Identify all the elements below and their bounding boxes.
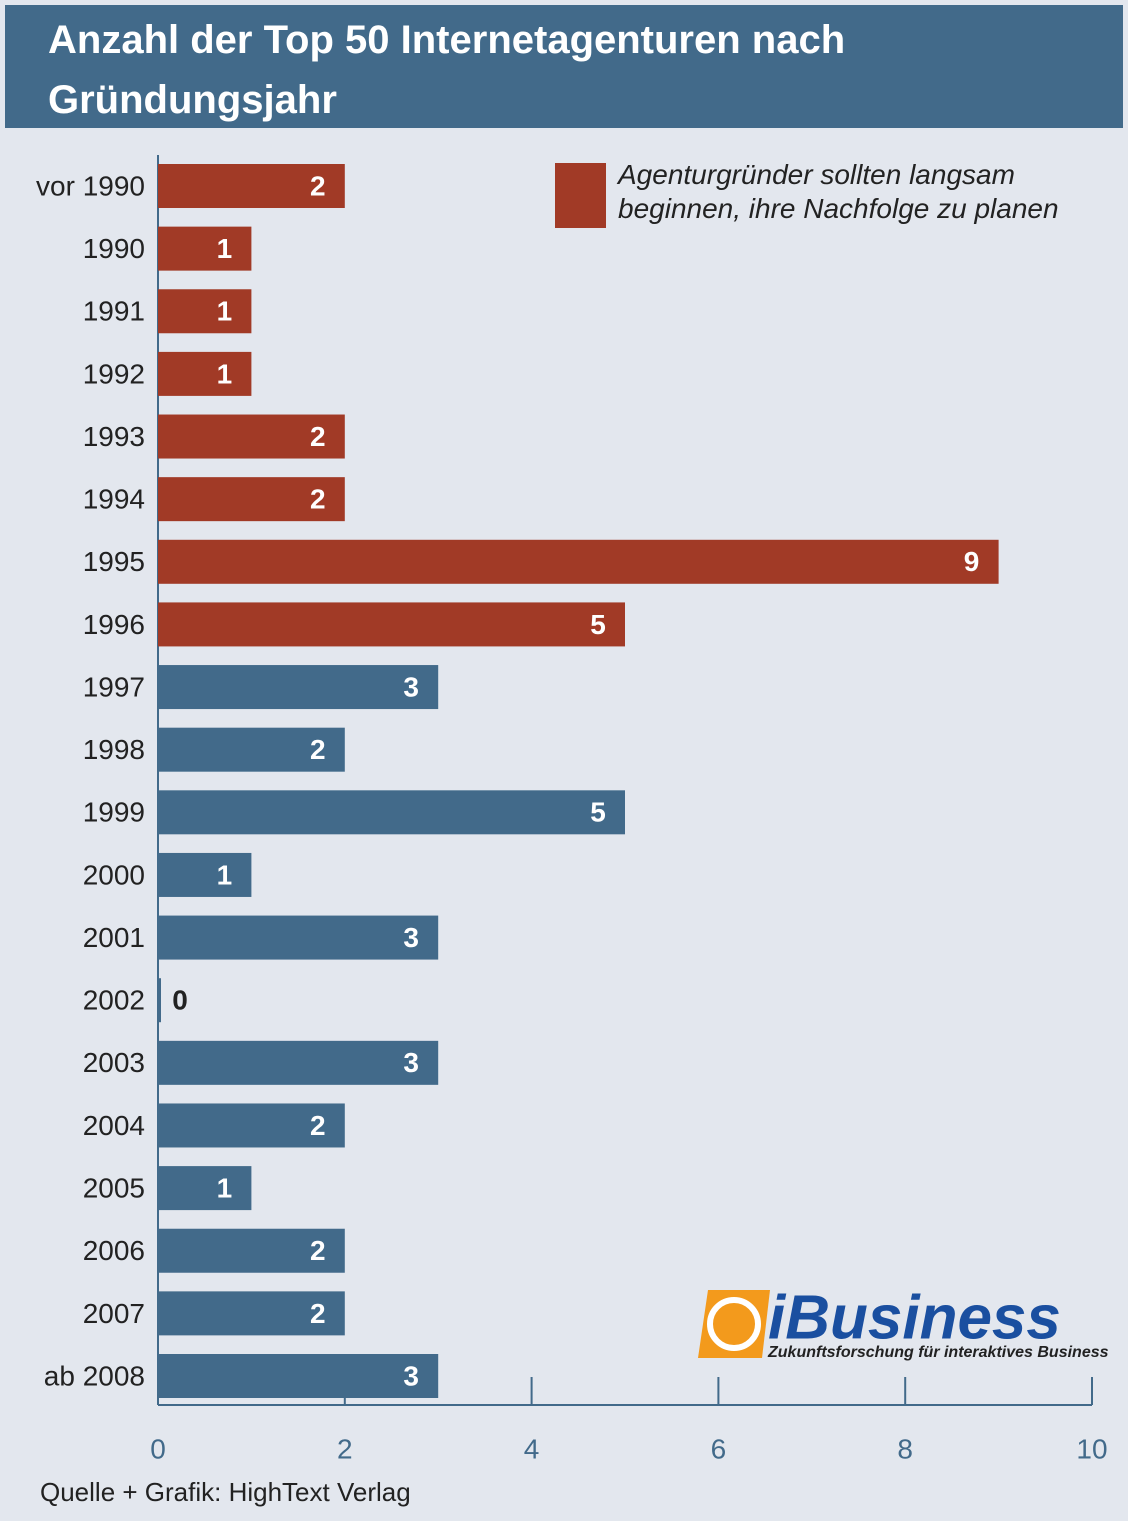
y-tick-label: 1991 (83, 296, 145, 327)
y-tick-label: 2005 (83, 1172, 145, 1203)
legend-label: Agenturgründer sollten langsam beginnen,… (618, 159, 1059, 224)
bar (158, 1354, 439, 1398)
x-tick-label: 2 (337, 1433, 353, 1464)
y-tick-label: 1992 (83, 358, 145, 389)
y-tick-label: 2000 (83, 859, 145, 890)
y-tick-label: 2002 (83, 985, 145, 1016)
bar (158, 1228, 345, 1273)
bar (158, 477, 345, 522)
bar (158, 602, 625, 647)
value-label: 3 (403, 671, 419, 702)
y-tick-label: 1996 (83, 609, 145, 640)
x-tick-label: 4 (524, 1433, 540, 1464)
legend-swatch (555, 163, 606, 228)
bar (158, 164, 345, 208)
value-label: 2 (310, 170, 326, 201)
logo-tagline: Zukunftsforschung für interaktives Busin… (767, 1344, 1109, 1361)
y-tick-label: 2007 (83, 1298, 145, 1329)
value-label: 3 (403, 1047, 419, 1078)
value-label: 3 (403, 922, 419, 953)
value-label: 0 (172, 985, 188, 1016)
bar (158, 790, 625, 835)
value-label: 2 (310, 1298, 326, 1329)
value-label: 5 (590, 797, 606, 828)
value-label: 2 (310, 734, 326, 765)
bar (158, 1291, 345, 1336)
source: Quelle + Grafik: HighText Verlag (40, 1477, 411, 1507)
y-tick-label: vor 1990 (36, 170, 145, 201)
bar (158, 978, 161, 1023)
value-label: 1 (217, 296, 233, 327)
bar (158, 289, 252, 334)
chart-title: Anzahl der Top 50 Internetagenturen nach… (48, 18, 846, 122)
value-label: 1 (217, 859, 233, 890)
logo: iBusiness Zukunftsforschung für interakt… (698, 1283, 1109, 1361)
y-tick-label: 2003 (83, 1047, 145, 1078)
y-tick-label: 2001 (83, 922, 145, 953)
bar (158, 539, 999, 584)
y-tick-label: 1995 (83, 546, 145, 577)
x-tick-label: 8 (897, 1433, 913, 1464)
y-tick-label: 1994 (83, 484, 145, 515)
value-label: 2 (310, 1235, 326, 1266)
value-label: 3 (403, 1360, 419, 1391)
bar (158, 226, 252, 271)
x-tick-label: 6 (711, 1433, 727, 1464)
value-label: 9 (964, 546, 980, 577)
header-band (5, 5, 1123, 128)
bar (158, 1040, 439, 1085)
y-tick-label: ab 2008 (44, 1360, 145, 1391)
value-label: 1 (217, 233, 233, 264)
value-label: 1 (217, 1172, 233, 1203)
y-tick-label: 1999 (83, 797, 145, 828)
bar (158, 727, 345, 772)
bar (158, 665, 439, 710)
y-tick-label: 2006 (83, 1235, 145, 1266)
value-label: 2 (310, 421, 326, 452)
x-tick-label: 10 (1076, 1433, 1107, 1464)
y-tick-label: 1990 (83, 233, 145, 264)
y-tick-label: 1997 (83, 671, 145, 702)
logo-name: iBusiness (768, 1283, 1061, 1352)
bar (158, 852, 252, 897)
bar (158, 1166, 252, 1211)
y-tick-label: 2004 (83, 1110, 145, 1141)
value-label: 1 (217, 358, 233, 389)
y-tick-label: 1998 (83, 734, 145, 765)
bar (158, 414, 345, 459)
bar (158, 915, 439, 960)
value-label: 2 (310, 484, 326, 515)
bar (158, 351, 252, 396)
x-tick-label: 0 (150, 1433, 166, 1464)
bar (158, 1103, 345, 1148)
logo-at (707, 1297, 761, 1351)
y-tick-label: 1993 (83, 421, 145, 452)
value-label: 2 (310, 1110, 326, 1141)
value-label: 5 (590, 609, 606, 640)
